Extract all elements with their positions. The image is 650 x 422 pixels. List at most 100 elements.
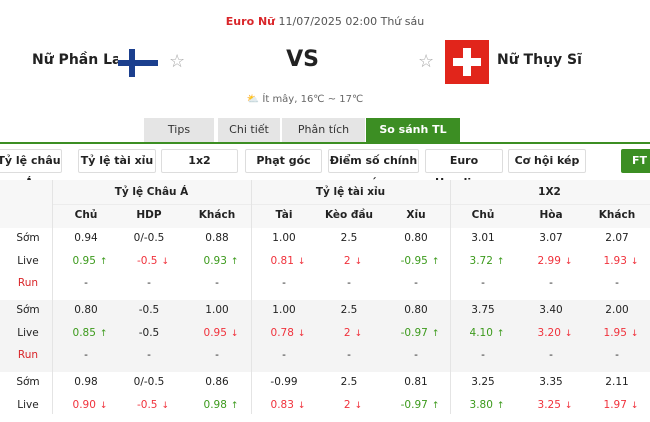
filter-button[interactable]: Euro Handicap [425, 149, 503, 189]
favorite-home-star-icon[interactable]: ☆ [169, 51, 186, 72]
filter-button[interactable]: Tỷ lệ tài xỉu [78, 149, 156, 173]
tab-1[interactable]: Tips [144, 118, 214, 142]
odds-cell: -0.5 ↓ [123, 399, 183, 411]
arrow-up-icon: ↑ [496, 328, 505, 339]
odds-cell: 1.00 [187, 304, 247, 316]
odds-value: - [481, 349, 485, 362]
group-header: Tỷ lệ Châu Á [114, 186, 189, 198]
odds-value: 0/-0.5 [133, 376, 165, 389]
filter-button[interactable]: 1x2 [161, 149, 238, 173]
column-separator [251, 180, 252, 414]
arrow-down-icon: ↓ [564, 400, 573, 411]
odds-value: - [215, 277, 219, 290]
odds-value: 4.10 [469, 326, 493, 339]
arrow-down-icon: ↓ [564, 256, 573, 267]
odds-cell: 1.93 ↓ [591, 255, 650, 267]
row-label: Run [17, 349, 39, 362]
arrow-up-icon: ↑ [99, 328, 108, 339]
odds-cell: - [56, 349, 116, 361]
odds-value: 1.00 [205, 304, 229, 317]
odds-value: -0.95 [400, 254, 428, 267]
odds-cell: 3.80 ↑ [457, 399, 517, 411]
arrow-down-icon: ↓ [354, 400, 363, 411]
odds-value: -0.5 [138, 326, 160, 339]
odds-value: -0.5 [136, 254, 158, 267]
filter-button[interactable]: Cơ hội kép [508, 149, 586, 173]
cloud-sun-icon: ⛅ [246, 94, 260, 105]
odds-value: 2.5 [340, 232, 358, 244]
arrow-down-icon: ↓ [354, 328, 363, 339]
odds-value: 0.95 [203, 326, 227, 339]
ft-button[interactable]: FT [621, 149, 650, 173]
odds-value: 2 [343, 326, 351, 339]
odds-value: 0.86 [205, 376, 229, 389]
home-team-name[interactable]: Nữ Phần Lan [32, 52, 132, 68]
odds-cell: -0.99 [254, 376, 314, 388]
tab-4[interactable]: So sánh TL [366, 118, 460, 142]
arrow-up-icon: ↑ [431, 400, 440, 411]
column-header: Hòa [539, 209, 563, 221]
odds-block: Sớm 0.80 -0.5 1.00 1.00 2.5 0.80 3.75 3.40 2.00 Li… [0, 300, 650, 373]
odds-cell: 0.93 ↑ [191, 255, 251, 267]
odds-value: - [84, 349, 88, 362]
league-link[interactable]: Euro Nữ [225, 15, 275, 28]
odds-value: 0.95 [72, 254, 96, 267]
odds-cell: 2.5 [319, 232, 379, 244]
tab-3[interactable]: Phân tích [282, 118, 365, 142]
arrow-up-icon: ↑ [431, 256, 440, 267]
odds-cell: 0.90 ↓ [60, 399, 120, 411]
odds-cell: 0.95 ↓ [191, 327, 251, 339]
odds-value: - [215, 349, 219, 362]
odds-cell: - [254, 277, 314, 289]
row-label: Live [17, 398, 39, 411]
weather-info: ⛅ Ít mây, 16℃ ~ 17℃ [0, 94, 610, 105]
filter-button[interactable]: Tỷ lệ châu Á [0, 149, 62, 189]
match-league-datetime: Euro Nữ 11/07/2025 02:00 Thứ sáu [0, 15, 650, 28]
odds-cell: 0.80 [56, 304, 116, 316]
odds-cell: 0.81 [386, 376, 446, 388]
odds-value: - [481, 277, 485, 290]
odds-cell: 2 ↓ [323, 255, 383, 267]
odds-cell: -0.5 [119, 304, 179, 316]
odds-value: 3.20 [537, 326, 561, 339]
column-header: HDP [136, 209, 162, 221]
odds-cell: - [187, 277, 247, 289]
odds-cell: 3.75 [453, 304, 513, 316]
odds-cell: 2 ↓ [323, 399, 383, 411]
odds-cell: 0.98 ↑ [191, 399, 251, 411]
arrow-down-icon: ↓ [161, 400, 170, 411]
row-label: Live [17, 326, 39, 339]
odds-value: 2.07 [605, 232, 629, 244]
odds-value: 3.75 [471, 304, 495, 317]
row-label: Sớm [16, 376, 40, 389]
odds-value: 0.81 [270, 254, 294, 267]
vs-label: VS [286, 47, 319, 72]
column-header: Khách [598, 209, 636, 221]
odds-cell: 0.83 ↓ [258, 399, 318, 411]
favorite-away-star-icon[interactable]: ☆ [418, 51, 435, 72]
filter-button[interactable]: Phạt góc [245, 149, 322, 173]
arrow-up-icon: ↑ [496, 256, 505, 267]
odds-cell: - [587, 277, 647, 289]
arrow-up-icon: ↑ [230, 256, 239, 267]
odds-cell: 1.00 [254, 232, 314, 244]
arrow-down-icon: ↓ [630, 256, 639, 267]
column-header: Xỉu [406, 209, 426, 221]
odds-cell: - [319, 277, 379, 289]
arrow-down-icon: ↓ [564, 328, 573, 339]
tab-2[interactable]: Chi tiết [218, 118, 280, 142]
odds-value: 1.93 [603, 254, 627, 267]
odds-value: 2.5 [340, 304, 358, 317]
finland-flag-icon [118, 49, 158, 77]
odds-cell: 3.25 [453, 376, 513, 388]
row-label: Sớm [16, 304, 40, 317]
odds-value: - [282, 277, 286, 290]
odds-cell: - [386, 349, 446, 361]
filter-button[interactable]: Điểm số chính xác [328, 149, 419, 189]
odds-cell: 0.88 [187, 232, 247, 244]
odds-cell: 2.5 [319, 376, 379, 388]
odds-value: 0.90 [72, 398, 96, 411]
away-team-name[interactable]: Nữ Thụy Sĩ [497, 52, 582, 68]
odds-value: 3.40 [539, 304, 563, 317]
odds-cell: 3.01 [453, 232, 513, 244]
